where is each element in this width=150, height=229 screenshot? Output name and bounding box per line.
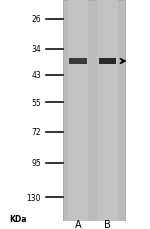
FancyBboxPatch shape xyxy=(99,59,116,65)
Text: 72: 72 xyxy=(32,128,41,137)
FancyBboxPatch shape xyxy=(63,1,125,221)
Text: 43: 43 xyxy=(31,71,41,80)
Text: 95: 95 xyxy=(31,158,41,167)
Text: 55: 55 xyxy=(31,98,41,107)
Text: 26: 26 xyxy=(32,15,41,24)
Text: A: A xyxy=(75,219,81,229)
Text: KDa: KDa xyxy=(9,214,26,223)
FancyBboxPatch shape xyxy=(68,1,88,221)
FancyBboxPatch shape xyxy=(69,59,87,65)
Text: 130: 130 xyxy=(27,193,41,202)
Text: 34: 34 xyxy=(31,45,41,54)
FancyBboxPatch shape xyxy=(97,1,118,221)
Text: B: B xyxy=(104,219,111,229)
